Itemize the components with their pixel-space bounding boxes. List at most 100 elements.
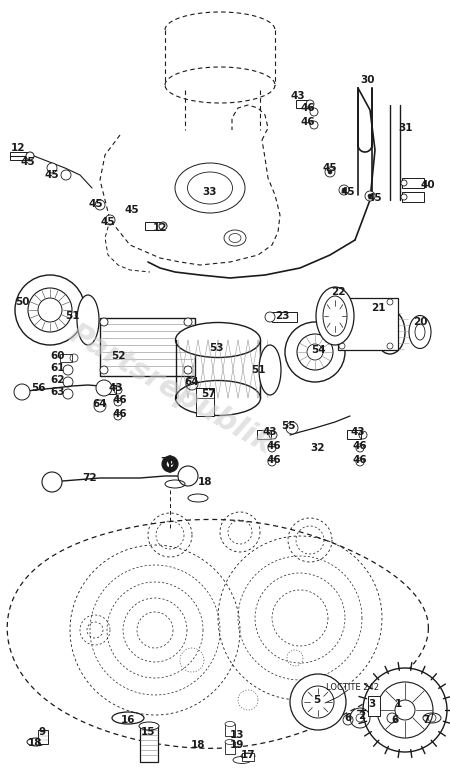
Bar: [225, 742, 235, 754]
Text: 57: 57: [201, 389, 215, 399]
Circle shape: [14, 384, 30, 400]
Text: 46: 46: [353, 455, 367, 465]
Ellipse shape: [139, 722, 159, 730]
Text: 22: 22: [331, 287, 345, 297]
Bar: [145, 222, 163, 230]
Text: 46: 46: [112, 395, 127, 405]
Text: 70: 70: [161, 457, 176, 467]
Text: 51: 51: [65, 311, 79, 321]
Circle shape: [42, 472, 62, 492]
Text: 56: 56: [31, 383, 45, 393]
Text: 23: 23: [275, 311, 289, 321]
Text: 12: 12: [153, 223, 167, 233]
Text: 53: 53: [209, 343, 223, 353]
Ellipse shape: [316, 287, 354, 345]
Circle shape: [96, 380, 112, 396]
Text: 46: 46: [301, 103, 315, 113]
Circle shape: [339, 343, 345, 349]
Text: 46: 46: [112, 409, 127, 419]
Circle shape: [105, 215, 115, 225]
Bar: [242, 753, 254, 761]
Circle shape: [342, 188, 346, 192]
Bar: [102, 385, 116, 394]
Text: 19: 19: [230, 740, 244, 750]
Text: 64: 64: [93, 399, 107, 409]
Circle shape: [290, 674, 346, 730]
Ellipse shape: [415, 324, 425, 340]
Text: 30: 30: [361, 75, 375, 85]
Text: 18: 18: [198, 477, 212, 487]
Circle shape: [387, 343, 393, 349]
Text: 9: 9: [38, 727, 45, 737]
Circle shape: [302, 686, 334, 718]
Circle shape: [285, 322, 345, 382]
Text: 33: 33: [203, 187, 217, 197]
Circle shape: [365, 191, 375, 201]
Circle shape: [47, 163, 57, 173]
Text: 46: 46: [267, 455, 281, 465]
Text: 60: 60: [51, 351, 65, 361]
Text: 45: 45: [341, 187, 356, 197]
Text: 52: 52: [111, 351, 125, 361]
Circle shape: [339, 299, 345, 305]
Text: 5: 5: [313, 695, 320, 705]
Text: 6: 6: [344, 713, 351, 723]
Circle shape: [95, 200, 105, 210]
Bar: [338, 298, 398, 350]
Ellipse shape: [259, 345, 281, 395]
Circle shape: [401, 180, 407, 186]
Text: 16: 16: [121, 715, 135, 725]
Circle shape: [38, 298, 62, 322]
Text: 15: 15: [141, 727, 155, 737]
Text: 72: 72: [83, 473, 97, 483]
Text: 40: 40: [421, 180, 435, 190]
Ellipse shape: [375, 310, 405, 354]
Text: 46: 46: [301, 117, 315, 127]
Bar: [225, 724, 235, 736]
Text: 32: 32: [311, 443, 325, 453]
Text: 45: 45: [45, 170, 59, 180]
Text: 54: 54: [310, 345, 325, 355]
Circle shape: [401, 194, 407, 200]
Text: 51: 51: [251, 365, 265, 375]
Text: 45: 45: [368, 193, 382, 203]
Text: Partsrepublik: Partsrepublik: [63, 319, 279, 460]
Circle shape: [377, 682, 433, 738]
Ellipse shape: [176, 380, 261, 415]
Circle shape: [387, 299, 393, 305]
Ellipse shape: [323, 296, 347, 336]
Circle shape: [26, 152, 34, 160]
Text: 18: 18: [191, 740, 205, 750]
Bar: [60, 354, 72, 362]
Text: 1: 1: [394, 699, 401, 709]
Bar: [368, 696, 380, 716]
Text: 46: 46: [267, 441, 281, 451]
Text: 17: 17: [241, 750, 255, 760]
Text: 45: 45: [89, 199, 104, 209]
Ellipse shape: [409, 315, 431, 348]
Circle shape: [363, 668, 447, 752]
Circle shape: [61, 170, 71, 180]
Circle shape: [167, 461, 173, 467]
Text: 12: 12: [11, 143, 25, 153]
Bar: [272, 312, 297, 322]
Text: 43: 43: [291, 91, 305, 101]
Ellipse shape: [225, 739, 235, 745]
Text: 43: 43: [351, 427, 365, 437]
Circle shape: [178, 466, 198, 486]
Text: 45: 45: [323, 163, 338, 173]
Text: 18: 18: [28, 738, 42, 748]
Bar: [347, 430, 361, 439]
Bar: [10, 152, 28, 160]
Text: 50: 50: [15, 297, 29, 307]
Bar: [402, 192, 424, 202]
Text: 43: 43: [263, 427, 277, 437]
Ellipse shape: [77, 295, 99, 345]
Bar: [296, 100, 310, 108]
Ellipse shape: [225, 721, 235, 727]
Bar: [257, 430, 271, 439]
Circle shape: [395, 700, 415, 720]
Circle shape: [15, 275, 85, 345]
Text: 21: 21: [371, 303, 385, 313]
Text: LOCTITE 242: LOCTITE 242: [325, 683, 378, 693]
